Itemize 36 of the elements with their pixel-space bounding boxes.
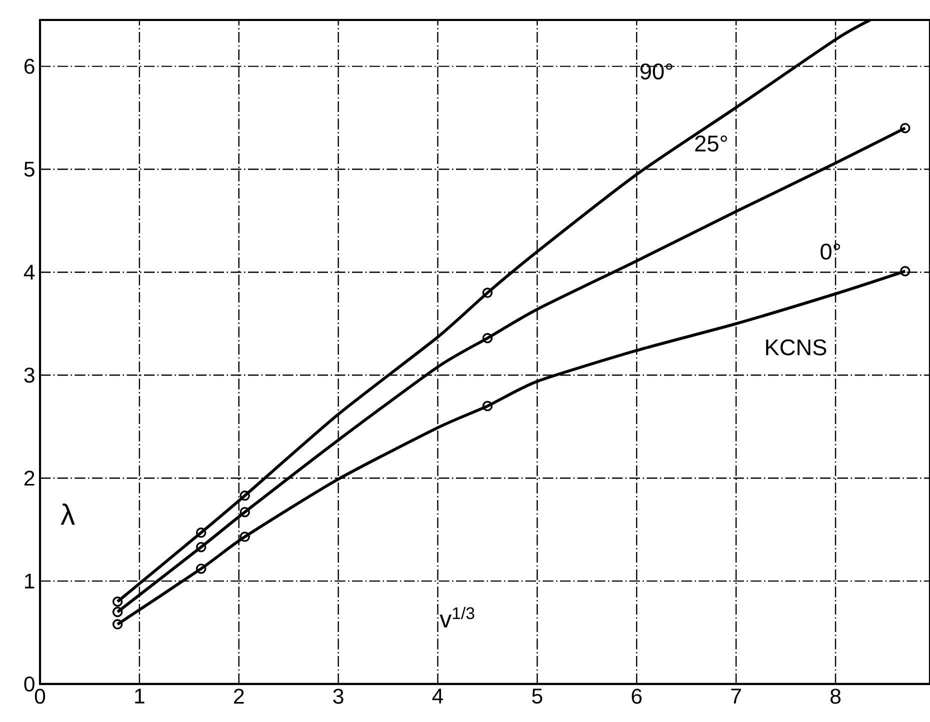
- point: [240, 506, 250, 518]
- annotation: 0°: [820, 244, 840, 260]
- y-tick-label: 5: [24, 162, 34, 177]
- point: [482, 332, 493, 344]
- point: [112, 606, 123, 618]
- y-tick-label: 3: [24, 368, 34, 383]
- point: [900, 122, 910, 134]
- point: [112, 596, 123, 607]
- annotation: 25°: [695, 136, 727, 152]
- point: [482, 400, 493, 412]
- annotation: 90°: [640, 63, 672, 80]
- point: [196, 564, 206, 574]
- y-tick-label: 2: [24, 470, 34, 486]
- x-axis-title: v$^{1/3}$: [440, 606, 474, 628]
- x-tick-label: 6: [632, 688, 642, 704]
- point: [900, 266, 910, 276]
- point: [240, 490, 250, 501]
- x-tick-label: 8: [830, 688, 841, 704]
- y-tick-label: 0: [24, 676, 34, 692]
- point: [240, 532, 250, 542]
- x-tick-label: 3: [333, 688, 344, 704]
- y-tick-label: 4: [24, 264, 35, 280]
- x-tick-label: 0: [34, 688, 46, 704]
- point: [196, 528, 206, 538]
- x-tick-label: 1: [135, 688, 144, 704]
- x-tick-label: 7: [731, 688, 741, 704]
- y-axis-title: λ: [60, 504, 75, 525]
- y-tick-label: 6: [24, 58, 34, 74]
- x-tick-label: 5: [532, 688, 542, 704]
- annotation: KCNS: [766, 339, 826, 356]
- x-tick-label: 4: [432, 688, 444, 704]
- point: [112, 619, 123, 630]
- point: [196, 542, 206, 552]
- y-tick-label: 1: [25, 574, 34, 588]
- x-tick-label: 2: [234, 688, 244, 704]
- point: [482, 288, 493, 298]
